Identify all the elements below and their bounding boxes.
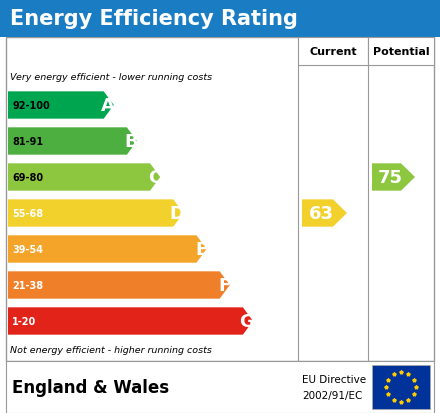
Bar [6,361,434,413]
Polygon shape [8,200,183,227]
Text: F: F [219,276,231,294]
Bar [298,38,368,66]
Polygon shape [8,236,207,263]
Text: Current: Current [309,47,357,57]
Text: B: B [125,133,138,151]
Bar [372,365,430,409]
Text: A: A [101,97,115,115]
Bar [6,38,434,361]
Polygon shape [8,128,137,155]
Text: Energy Efficiency Rating: Energy Efficiency Rating [10,9,298,29]
Polygon shape [8,92,114,119]
Text: G: G [239,312,254,330]
Text: 55-68: 55-68 [12,209,43,218]
Text: Not energy efficient - higher running costs: Not energy efficient - higher running co… [10,346,212,355]
Text: England & Wales: England & Wales [12,378,169,396]
Text: 75: 75 [378,169,403,187]
Text: Very energy efficient - lower running costs: Very energy efficient - lower running co… [10,72,212,81]
Text: 92-100: 92-100 [12,101,50,111]
Text: 1-20: 1-20 [12,316,36,326]
Polygon shape [8,308,253,335]
Text: 81-91: 81-91 [12,137,43,147]
Polygon shape [8,272,230,299]
Polygon shape [302,200,347,227]
Text: 2002/91/EC: 2002/91/EC [302,390,363,400]
Polygon shape [372,164,415,191]
Text: C: C [148,169,161,187]
Text: D: D [169,204,184,223]
Text: 63: 63 [308,204,334,223]
Text: E: E [195,240,208,259]
Text: 39-54: 39-54 [12,244,43,254]
Bar [0,0,440,38]
Text: 69-80: 69-80 [12,173,43,183]
Bar [368,38,434,66]
Text: 21-38: 21-38 [12,280,43,290]
Text: EU Directive: EU Directive [302,374,366,384]
Polygon shape [8,164,160,191]
Text: Potential: Potential [373,47,429,57]
